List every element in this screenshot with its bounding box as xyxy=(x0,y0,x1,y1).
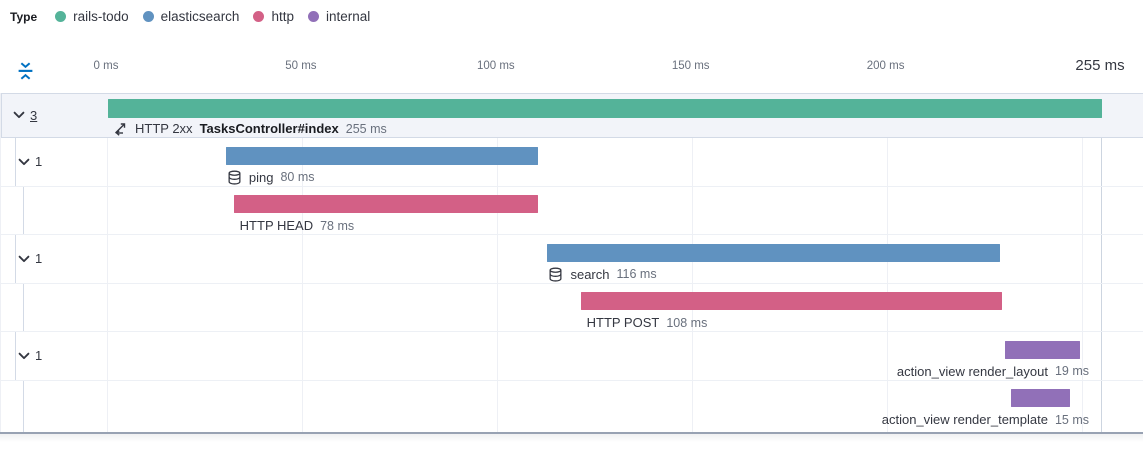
axis-tick: 0 ms xyxy=(93,60,119,72)
waterfall-row-span[interactable]: action_view render_template 15 ms xyxy=(1,381,1143,433)
tree-connector xyxy=(23,186,24,235)
collapse-all-button[interactable] xyxy=(12,58,38,84)
child-count: 3 xyxy=(30,107,38,123)
transaction-duration: 255 ms xyxy=(345,121,387,136)
legend-item-label: elasticsearch xyxy=(160,9,240,24)
span-name: ping xyxy=(248,169,274,185)
waterfall-row-span[interactable]: HTTP HEAD 78 ms xyxy=(1,187,1143,235)
span-bar[interactable] xyxy=(547,243,1000,262)
tree-connector xyxy=(23,380,24,432)
legend-dot-icon xyxy=(55,11,67,22)
axis-tick-total-duration: 255 ms xyxy=(1075,57,1125,74)
legend-item-rails-todo[interactable]: rails-todo xyxy=(55,9,129,24)
child-count: 1 xyxy=(35,154,43,170)
span-duration: 78 ms xyxy=(320,218,355,233)
span-bar[interactable] xyxy=(1005,340,1080,359)
collapse-toggle-button[interactable]: 1 xyxy=(17,138,42,186)
waterfall-chart: 3 HTTP 2xx TasksController#index 255 ms xyxy=(0,92,1143,433)
legend: Type rails-todo elasticsearch http inter… xyxy=(10,9,370,24)
span-bar[interactable] xyxy=(580,292,1002,310)
span-name: search xyxy=(570,266,610,282)
waterfall-row-span[interactable]: 1 action_view render_layout 19 ms xyxy=(1,332,1143,381)
tree-connector xyxy=(15,138,16,187)
database-icon xyxy=(549,267,562,282)
waterfall-row-span[interactable]: 1 search 116 ms xyxy=(1,235,1143,284)
tree-connector xyxy=(15,332,16,381)
tree-connector xyxy=(23,283,24,332)
chevron-down-icon xyxy=(18,255,30,262)
bottom-shadow xyxy=(0,434,1143,442)
span-duration: 116 ms xyxy=(616,267,657,281)
span-duration: 80 ms xyxy=(280,170,315,184)
waterfall-row-span[interactable]: HTTP POST 108 ms xyxy=(1,284,1143,332)
transaction-bar[interactable] xyxy=(108,99,1102,118)
waterfall-row-transaction[interactable]: 3 HTTP 2xx TasksController#index 255 ms xyxy=(1,92,1143,138)
waterfall-row-span[interactable]: 1 ping 80 ms xyxy=(1,138,1143,187)
span-name: HTTP HEAD xyxy=(239,218,314,233)
span-name: HTTP POST xyxy=(586,315,660,330)
axis-tick: 200 ms xyxy=(866,60,905,72)
span-bar[interactable] xyxy=(233,195,538,213)
span-bar[interactable] xyxy=(1011,389,1070,407)
span-duration: 19 ms xyxy=(1054,364,1089,378)
span-duration: 108 ms xyxy=(666,315,708,330)
collapse-toggle-button[interactable]: 1 xyxy=(17,332,42,380)
collapse-toggle-button[interactable]: 3 xyxy=(12,94,37,138)
axis-tick: 100 ms xyxy=(476,60,515,72)
legend-item-label: http xyxy=(271,9,294,24)
legend-dot-icon xyxy=(307,11,319,22)
legend-dot-icon xyxy=(253,11,265,22)
span-bar[interactable] xyxy=(225,146,538,165)
axis-tick: 50 ms xyxy=(285,60,317,72)
chevron-down-icon xyxy=(18,352,30,359)
transaction-name: TasksController#index xyxy=(199,121,339,136)
database-icon xyxy=(228,170,241,185)
axis-tick: 150 ms xyxy=(671,60,710,72)
collapse-toggle-button[interactable]: 1 xyxy=(17,235,42,283)
fold-icon xyxy=(18,62,32,80)
legend-item-internal[interactable]: internal xyxy=(307,9,371,24)
transaction-icon xyxy=(115,122,126,136)
legend-item-http[interactable]: http xyxy=(253,9,294,24)
chevron-down-icon xyxy=(13,111,25,119)
child-count: 1 xyxy=(35,251,43,267)
child-count: 1 xyxy=(35,348,43,364)
chevron-down-icon xyxy=(18,158,30,165)
legend-dot-icon xyxy=(142,11,154,22)
tree-connector xyxy=(15,235,16,284)
horizontal-scrollbar[interactable] xyxy=(0,432,1143,434)
span-name: action_view render_template xyxy=(881,412,1048,427)
legend-item-label: rails-todo xyxy=(73,9,129,24)
legend-title: Type xyxy=(10,9,38,24)
span-duration: 15 ms xyxy=(1054,412,1089,427)
span-name: action_view render_layout xyxy=(896,363,1048,379)
legend-item-label: internal xyxy=(325,9,371,24)
transaction-result: HTTP 2xx xyxy=(135,121,193,136)
legend-item-elasticsearch[interactable]: elasticsearch xyxy=(142,9,240,24)
